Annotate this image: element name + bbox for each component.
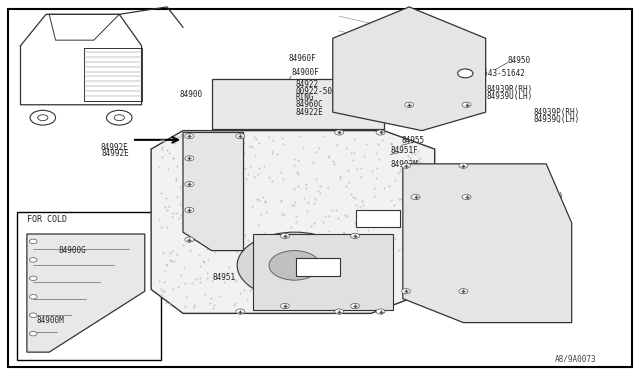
Polygon shape bbox=[333, 7, 486, 131]
Circle shape bbox=[114, 115, 124, 121]
Text: 84955: 84955 bbox=[401, 137, 425, 145]
Circle shape bbox=[185, 156, 194, 161]
Circle shape bbox=[29, 276, 37, 280]
Polygon shape bbox=[403, 164, 572, 323]
Text: 08543-51642: 08543-51642 bbox=[474, 69, 525, 78]
Bar bbox=[296, 258, 340, 276]
Text: 84939M(RH): 84939M(RH) bbox=[518, 192, 564, 201]
Circle shape bbox=[280, 233, 289, 238]
Text: 84931: 84931 bbox=[412, 228, 436, 237]
Circle shape bbox=[29, 258, 37, 262]
Text: 84992E: 84992E bbox=[100, 143, 128, 152]
Polygon shape bbox=[253, 234, 394, 310]
Text: 84928: 84928 bbox=[276, 280, 300, 289]
Text: 84900M: 84900M bbox=[36, 316, 64, 325]
Text: 84960J: 84960J bbox=[351, 56, 378, 65]
Text: 84939U(LH): 84939U(LH) bbox=[487, 92, 533, 101]
Text: 84900F: 84900F bbox=[291, 68, 319, 77]
Text: 84960M: 84960M bbox=[511, 266, 539, 275]
Text: 84931E: 84931E bbox=[406, 183, 435, 192]
Text: 84916E: 84916E bbox=[358, 211, 381, 217]
Circle shape bbox=[185, 182, 194, 187]
Circle shape bbox=[401, 289, 410, 294]
Circle shape bbox=[29, 295, 37, 299]
Circle shape bbox=[106, 110, 132, 125]
Circle shape bbox=[335, 309, 344, 314]
Polygon shape bbox=[27, 234, 145, 352]
Text: 84939P(RH): 84939P(RH) bbox=[534, 108, 580, 117]
Circle shape bbox=[411, 195, 420, 200]
Text: 84916: 84916 bbox=[455, 214, 478, 223]
Text: 84939R(RH): 84939R(RH) bbox=[487, 85, 533, 94]
Text: 84900: 84900 bbox=[180, 90, 203, 99]
Text: 84910: 84910 bbox=[270, 264, 293, 273]
Circle shape bbox=[185, 237, 194, 242]
Text: 84916E: 84916E bbox=[298, 259, 322, 266]
Text: 84902M: 84902M bbox=[390, 160, 418, 169]
Text: 84951F: 84951F bbox=[390, 147, 418, 155]
Circle shape bbox=[404, 102, 413, 108]
Text: 84950: 84950 bbox=[508, 56, 531, 65]
Circle shape bbox=[376, 130, 385, 135]
Circle shape bbox=[269, 251, 320, 280]
Text: 84960F: 84960F bbox=[339, 289, 367, 298]
Bar bbox=[356, 210, 400, 227]
Circle shape bbox=[351, 233, 360, 238]
Polygon shape bbox=[151, 131, 435, 313]
Text: S: S bbox=[463, 71, 467, 76]
Text: RING: RING bbox=[295, 93, 314, 102]
Circle shape bbox=[280, 304, 289, 309]
Circle shape bbox=[351, 304, 360, 309]
Circle shape bbox=[376, 309, 385, 314]
Text: 84992E: 84992E bbox=[101, 149, 129, 158]
Circle shape bbox=[185, 134, 194, 139]
Text: 84922: 84922 bbox=[295, 80, 318, 89]
Text: 84960F: 84960F bbox=[288, 54, 316, 63]
Bar bbox=[17, 212, 161, 359]
Text: 84939Q(LH): 84939Q(LH) bbox=[534, 115, 580, 124]
Text: A8/9A0073: A8/9A0073 bbox=[554, 354, 596, 363]
Text: 84916F: 84916F bbox=[358, 219, 381, 225]
Circle shape bbox=[236, 309, 245, 314]
Circle shape bbox=[458, 69, 473, 78]
Circle shape bbox=[459, 289, 468, 294]
Circle shape bbox=[29, 313, 37, 317]
Circle shape bbox=[335, 130, 344, 135]
Circle shape bbox=[29, 331, 37, 336]
Text: FOR COLD: FOR COLD bbox=[27, 215, 67, 224]
Text: 84900G: 84900G bbox=[59, 246, 86, 255]
Circle shape bbox=[38, 115, 48, 121]
Text: 84939N(LH): 84939N(LH) bbox=[518, 199, 564, 208]
Circle shape bbox=[237, 232, 352, 299]
Text: 84922E: 84922E bbox=[295, 108, 323, 117]
Circle shape bbox=[185, 208, 194, 212]
Circle shape bbox=[459, 163, 468, 168]
Circle shape bbox=[401, 163, 410, 168]
Text: 84916F: 84916F bbox=[298, 267, 322, 273]
Text: 00922-50810: 00922-50810 bbox=[295, 87, 346, 96]
Text: 84951: 84951 bbox=[213, 273, 236, 282]
Circle shape bbox=[29, 239, 37, 244]
Text: 84960C: 84960C bbox=[295, 100, 323, 109]
Circle shape bbox=[462, 102, 471, 108]
Circle shape bbox=[30, 110, 56, 125]
Text: 84917: 84917 bbox=[339, 280, 362, 289]
Circle shape bbox=[462, 195, 471, 200]
Circle shape bbox=[236, 134, 245, 139]
Polygon shape bbox=[183, 132, 244, 251]
Polygon shape bbox=[212, 79, 384, 129]
